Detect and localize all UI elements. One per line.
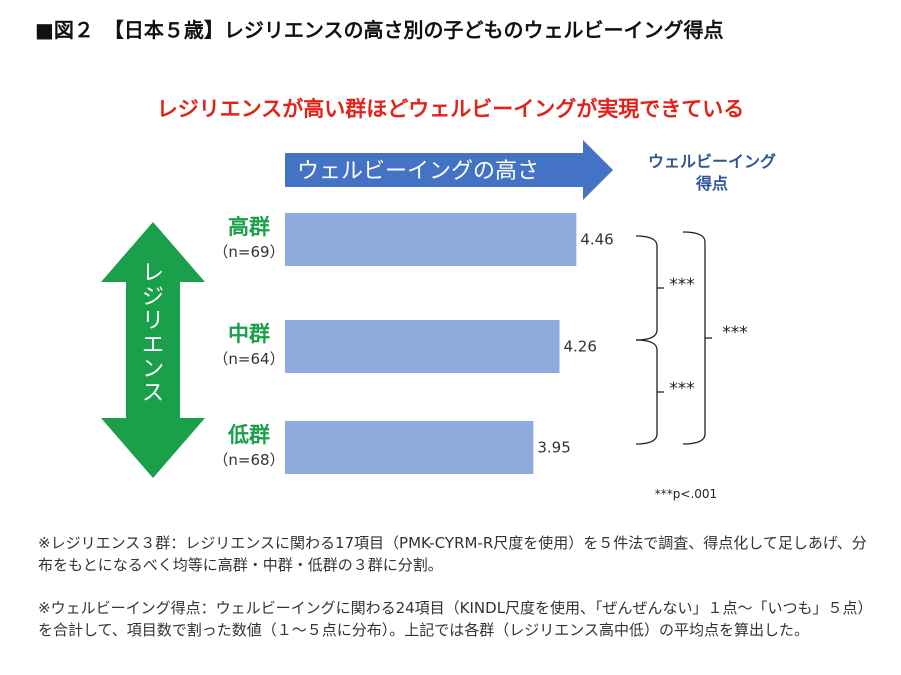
resilience-wellbeing-chart: ウェルビーイングの高さ ウェルビーイング 得点 レジリエンス 4.46 高群 （n=… [101, 140, 776, 501]
note-resilience-groups: ※レジリエンス３群：レジリエンスに関わる17項目（PMK-CYRM-R尺度を使用… [38, 534, 867, 574]
bracket-mid-low [635, 339, 658, 445]
bar-value-label-1: 4.26 [563, 338, 596, 356]
bar-1 [285, 320, 560, 373]
sample-size-label-1: （n=64） [213, 350, 284, 368]
resilience-label-text: レジリエンス [142, 261, 164, 406]
bar-0 [285, 213, 577, 266]
category-label-2: 低群 [227, 423, 270, 447]
bracket-high-mid [635, 235, 658, 341]
significance-footnote: ***p<.001 [655, 487, 717, 501]
score-header-line2: 得点 [695, 174, 728, 193]
bar-value-label-0: 4.46 [580, 231, 613, 249]
category-label-0: 高群 [228, 215, 270, 239]
wellbeing-arrow [285, 140, 613, 200]
score-header-line1: ウェルビーイング [648, 152, 776, 171]
sample-size-label-0: （n=69） [213, 243, 284, 261]
chart-headline: レジリエンスが高い群ほどウェルビーイングが実現できている [156, 97, 745, 121]
note-wellbeing-score: ※ウェルビーイング得点：ウェルビーイングに関わる24項目（KINDL尺度を使用、… [38, 599, 873, 639]
significance-high-low: *** [722, 323, 748, 343]
figure-title: ■図２ 【日本５歳】レジリエンスの高さ別の子どものウェルビーイング得点 [35, 18, 724, 42]
bar-2 [285, 421, 534, 474]
significance-mid-low: *** [669, 379, 695, 399]
resilience-arrow [101, 222, 205, 478]
category-label-1: 中群 [228, 322, 270, 346]
bar-value-label-2: 3.95 [537, 439, 570, 457]
significance-high-mid: *** [669, 275, 695, 295]
bracket-high-low [682, 231, 706, 445]
sample-size-label-2: （n=68） [213, 451, 284, 469]
wellbeing-arrow-label: ウェルビーイングの高さ [297, 159, 539, 184]
resilience-label: レジリエンス [142, 261, 164, 406]
